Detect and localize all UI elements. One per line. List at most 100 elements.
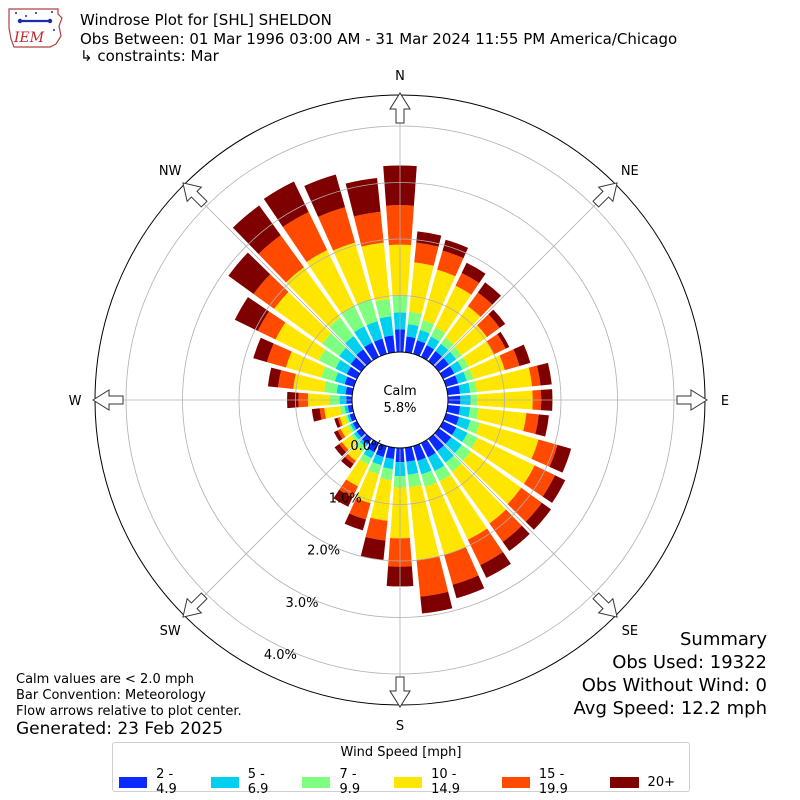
bar-230-bin-1 xyxy=(353,431,362,440)
legend-swatch xyxy=(394,776,423,788)
bar-70-bin-0 xyxy=(443,375,459,387)
bar-30-bin-1 xyxy=(426,336,440,350)
bar-220-bin-3 xyxy=(347,445,363,461)
bar-290-bin-0 xyxy=(344,376,357,387)
bar-230-bin-3 xyxy=(341,435,357,450)
bar-130-bin-2 xyxy=(454,444,471,461)
bar-80-bin-1 xyxy=(458,382,471,394)
grid-circle-4 xyxy=(125,125,675,675)
legend: Wind Speed [mph] 2 - 4.9 5 - 6.9 7 - 9.9 10… xyxy=(112,742,690,797)
arrow-sw-icon xyxy=(182,592,208,618)
bar-50-bin-2 xyxy=(449,346,462,360)
bar-40-bin-2 xyxy=(440,337,454,351)
bar-170-bin-0 xyxy=(404,446,416,462)
bar-100-bin-3 xyxy=(476,408,527,431)
bar-300-bin-2 xyxy=(318,349,341,369)
direction-arrows xyxy=(92,92,708,708)
bar-190-bin-5 xyxy=(360,536,386,561)
bar-310-bin-1 xyxy=(339,347,357,365)
bar-300-bin-1 xyxy=(335,359,351,375)
bar-20-bin-0 xyxy=(413,340,426,357)
bar-220-bin-0 xyxy=(361,434,372,445)
bar-320-bin-3 xyxy=(285,267,341,327)
bar-260-bin-1 xyxy=(344,405,350,414)
bar-200-bin-5 xyxy=(344,513,366,531)
bar-210-bin-5 xyxy=(333,489,353,507)
logo-text: IEM xyxy=(13,30,45,46)
bar-10-bin-4 xyxy=(414,242,439,266)
radial-tick-label: 3.0% xyxy=(285,596,318,611)
bar-350-bin-3 xyxy=(361,242,390,302)
bar-260-bin-2 xyxy=(339,405,346,415)
summary-title: Summary xyxy=(680,629,767,650)
bar-160-bin-0 xyxy=(413,443,426,461)
bar-350-bin-1 xyxy=(379,316,394,338)
bar-190-bin-2 xyxy=(380,467,393,481)
bar-210-bin-0 xyxy=(367,439,380,453)
bar-50-bin-4 xyxy=(477,314,500,338)
bar-240-bin-1 xyxy=(350,422,357,432)
bar-310-bin-2 xyxy=(322,333,347,356)
bar-60-bin-5 xyxy=(497,331,510,349)
bar-100-bin-0 xyxy=(446,404,461,415)
bar-80-bin-0 xyxy=(446,385,461,396)
legend-swatch xyxy=(302,776,331,788)
bar-140-bin-0 xyxy=(428,434,445,452)
axis-labels: 0.0% 1.0% 2.0% 3.0% 4.0% Calm 5.8% N NE E SE S SW W NW xyxy=(69,69,730,734)
bar-190-bin-4 xyxy=(365,517,388,541)
bar-160-bin-5 xyxy=(452,575,485,599)
bar-20-bin-1 xyxy=(417,329,430,344)
arrow-se-icon xyxy=(592,592,618,618)
bar-250-bin-3 xyxy=(339,415,348,426)
bar-50-bin-0 xyxy=(434,357,449,372)
bar-60-bin-4 xyxy=(486,334,506,355)
bar-170-bin-5 xyxy=(420,591,453,614)
bar-250-bin-1 xyxy=(347,414,353,423)
bar-70-bin-3 xyxy=(469,355,505,380)
bar-140-bin-3 xyxy=(451,463,507,524)
bar-140-bin-4 xyxy=(489,509,522,542)
bar-80-bin-5 xyxy=(536,362,552,386)
legend-swatch xyxy=(501,776,530,788)
bar-290-bin-1 xyxy=(334,372,348,385)
bar-30-bin-5 xyxy=(461,262,486,284)
grid-circle-3 xyxy=(182,182,618,618)
bar-70-bin-5 xyxy=(513,344,531,366)
arrow-s-icon xyxy=(389,676,411,708)
legend-label: 15 - 19.9 xyxy=(538,767,568,797)
bar-280-bin-4 xyxy=(278,370,296,389)
bar-190-bin-0 xyxy=(385,446,396,459)
bar-260-bin-4 xyxy=(319,407,327,420)
summary-obs-without-wind: Obs Without Wind: 0 xyxy=(581,675,767,696)
bar-170-bin-1 xyxy=(406,460,419,475)
bar-40-bin-0 xyxy=(428,351,443,366)
bar-290-bin-5 xyxy=(253,337,274,363)
bar-10-bin-3 xyxy=(409,262,434,314)
bar-240-bin-0 xyxy=(352,420,361,430)
bar-50-bin-1 xyxy=(443,351,457,365)
bar-130-bin-5 xyxy=(525,502,552,530)
bar-70-bin-2 xyxy=(463,368,474,381)
bar-200-bin-1 xyxy=(372,454,384,466)
arrow-nw-icon xyxy=(182,182,208,208)
bar-200-bin-3 xyxy=(356,470,379,504)
legend-item: 15 - 19.9 xyxy=(501,767,596,797)
bar-130-bin-0 xyxy=(434,428,452,445)
bar-250-bin-2 xyxy=(345,415,350,424)
bar-70-bin-4 xyxy=(499,349,520,371)
bar-60-bin-2 xyxy=(457,357,469,370)
bar-330-bin-1 xyxy=(354,326,373,348)
calm-circle xyxy=(351,351,449,449)
bar-80-bin-2 xyxy=(468,381,477,393)
grid-circle-1 xyxy=(295,295,505,505)
bar-260-bin-5 xyxy=(311,408,322,422)
calm-label: Calm xyxy=(383,384,416,399)
bar-200-bin-2 xyxy=(368,461,382,475)
bar-170-bin-2 xyxy=(407,472,422,488)
iem-logo: IEM xyxy=(6,6,64,50)
legend-label: 5 - 6.9 xyxy=(247,767,269,797)
bar-210-bin-1 xyxy=(363,448,375,459)
bar-280-bin-0 xyxy=(345,386,354,396)
bar-250-bin-4 xyxy=(337,417,343,427)
bar-170-bin-4 xyxy=(416,556,449,597)
